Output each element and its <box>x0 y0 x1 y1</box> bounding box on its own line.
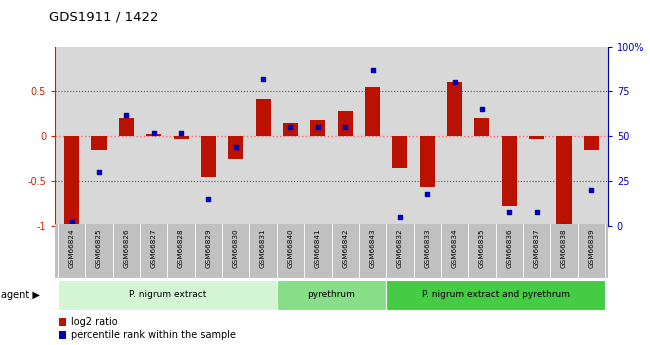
Text: log2 ratio: log2 ratio <box>72 317 118 327</box>
Bar <box>502 136 517 206</box>
Point <box>532 209 542 214</box>
Point <box>422 191 432 196</box>
Bar <box>174 136 188 139</box>
Text: GSM66825: GSM66825 <box>96 228 102 268</box>
Text: GSM66827: GSM66827 <box>151 228 157 268</box>
Point <box>66 220 77 225</box>
Bar <box>146 135 161 136</box>
Point <box>94 169 104 175</box>
Bar <box>92 136 107 150</box>
Bar <box>283 123 298 136</box>
Point <box>148 130 159 136</box>
FancyBboxPatch shape <box>277 280 386 310</box>
Text: GSM66833: GSM66833 <box>424 228 430 268</box>
Point <box>258 76 268 82</box>
Bar <box>255 99 270 136</box>
Bar <box>420 136 435 187</box>
Bar <box>584 136 599 150</box>
Bar <box>447 82 462 136</box>
Point <box>367 67 378 73</box>
Point <box>504 209 515 214</box>
Text: GSM66826: GSM66826 <box>124 228 129 268</box>
Point <box>340 125 350 130</box>
Text: GSM66839: GSM66839 <box>588 228 594 268</box>
Bar <box>529 136 544 139</box>
Bar <box>64 136 79 226</box>
Text: GSM66842: GSM66842 <box>342 228 348 268</box>
Bar <box>474 118 489 136</box>
Point <box>559 223 569 229</box>
Text: GSM66838: GSM66838 <box>561 228 567 268</box>
Point <box>476 107 487 112</box>
Point <box>231 144 241 150</box>
Point <box>176 130 187 136</box>
Point <box>449 80 460 85</box>
Text: GSM66830: GSM66830 <box>233 228 239 268</box>
Text: P. nigrum extract: P. nigrum extract <box>129 290 206 299</box>
Text: GSM66837: GSM66837 <box>534 228 540 268</box>
Text: percentile rank within the sample: percentile rank within the sample <box>72 330 237 340</box>
Bar <box>201 136 216 177</box>
Text: GSM66835: GSM66835 <box>479 228 485 268</box>
Text: GSM66829: GSM66829 <box>205 228 211 268</box>
Text: GSM66843: GSM66843 <box>370 228 376 268</box>
Text: GSM66832: GSM66832 <box>397 228 403 268</box>
Bar <box>228 136 243 159</box>
Text: GSM66828: GSM66828 <box>178 228 184 268</box>
Text: GDS1911 / 1422: GDS1911 / 1422 <box>49 10 158 23</box>
Text: GSM66841: GSM66841 <box>315 228 321 268</box>
FancyBboxPatch shape <box>58 280 277 310</box>
Text: pyrethrum: pyrethrum <box>307 290 356 299</box>
Bar <box>365 87 380 136</box>
Bar <box>119 118 134 136</box>
Bar <box>310 120 326 136</box>
Text: GSM66824: GSM66824 <box>69 228 75 268</box>
Point <box>285 125 296 130</box>
Text: GSM66831: GSM66831 <box>260 228 266 268</box>
Point <box>586 187 597 193</box>
FancyBboxPatch shape <box>386 280 605 310</box>
Text: agent ▶: agent ▶ <box>1 290 40 300</box>
Bar <box>393 136 408 168</box>
Text: GSM66836: GSM66836 <box>506 228 512 268</box>
Text: GSM66840: GSM66840 <box>287 228 293 268</box>
Point <box>313 125 323 130</box>
Point <box>395 214 405 220</box>
Bar <box>556 136 571 226</box>
Point <box>121 112 131 118</box>
Text: P. nigrum extract and pyrethrum: P. nigrum extract and pyrethrum <box>422 290 569 299</box>
Text: GSM66834: GSM66834 <box>452 228 458 268</box>
Point <box>203 196 214 202</box>
Bar <box>337 111 353 136</box>
